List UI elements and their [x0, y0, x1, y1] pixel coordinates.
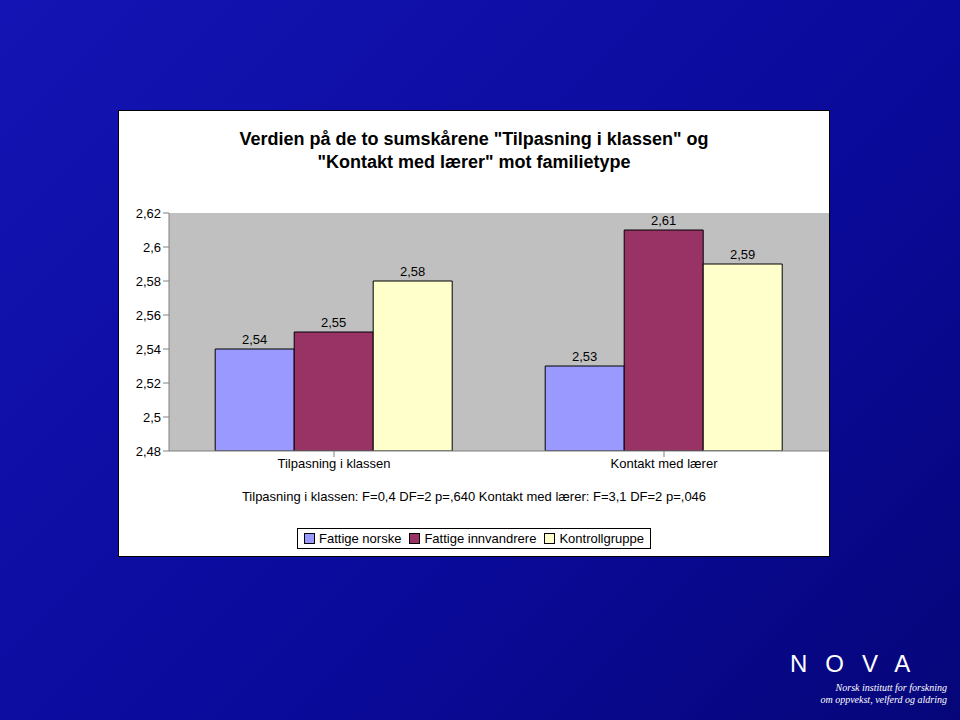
svg-text:2,54: 2,54: [136, 342, 161, 357]
html-text:NOVA: NOVA: [790, 650, 929, 677]
html-text:Tilpasning i klassen: F=0,4 DF: Tilpasning i klassen: F=0,4 DF=2 p=,640 …: [241, 489, 707, 504]
svg-text:2,6: 2,6: [143, 240, 161, 255]
svg-text:2,61: 2,61: [651, 213, 676, 228]
svg-text:2,52: 2,52: [136, 376, 161, 391]
svg-text:2,59: 2,59: [730, 247, 755, 262]
svg-text:2,56: 2,56: [136, 308, 161, 323]
html-text:Norsk institutt for forskning: Norsk institutt for forskning: [835, 682, 947, 693]
svg-text:2,53: 2,53: [572, 349, 597, 364]
html-text:om oppvekst, velferd og aldrin: om oppvekst, velferd og aldring: [820, 694, 947, 705]
svg-text:2,5: 2,5: [143, 410, 161, 425]
html-text:Verdien på de to sumskårene "T: Verdien på de to sumskårene "Tilpasning …: [239, 129, 709, 149]
svg-text:Tilpasning i klassen: Tilpasning i klassen: [278, 456, 391, 471]
svg-text:2,58: 2,58: [400, 264, 425, 279]
svg-text:2,55: 2,55: [321, 315, 346, 330]
svg-text:2,62: 2,62: [136, 206, 161, 221]
html-text:Kontrollgruppe: Kontrollgruppe: [559, 531, 644, 546]
html-text:Fattige norske: Fattige norske: [319, 531, 402, 546]
svg-text:2,48: 2,48: [136, 444, 161, 459]
svg-text:2,58: 2,58: [136, 274, 161, 289]
svg-text:Kontakt med lærer: Kontakt med lærer: [611, 456, 719, 471]
svg-text:2,54: 2,54: [242, 332, 267, 347]
html-text:Fattige innvandrere: Fattige innvandrere: [424, 531, 537, 546]
html-text:"Kontakt med lærer" mot famili: "Kontakt med lærer" mot familietype: [317, 152, 631, 172]
